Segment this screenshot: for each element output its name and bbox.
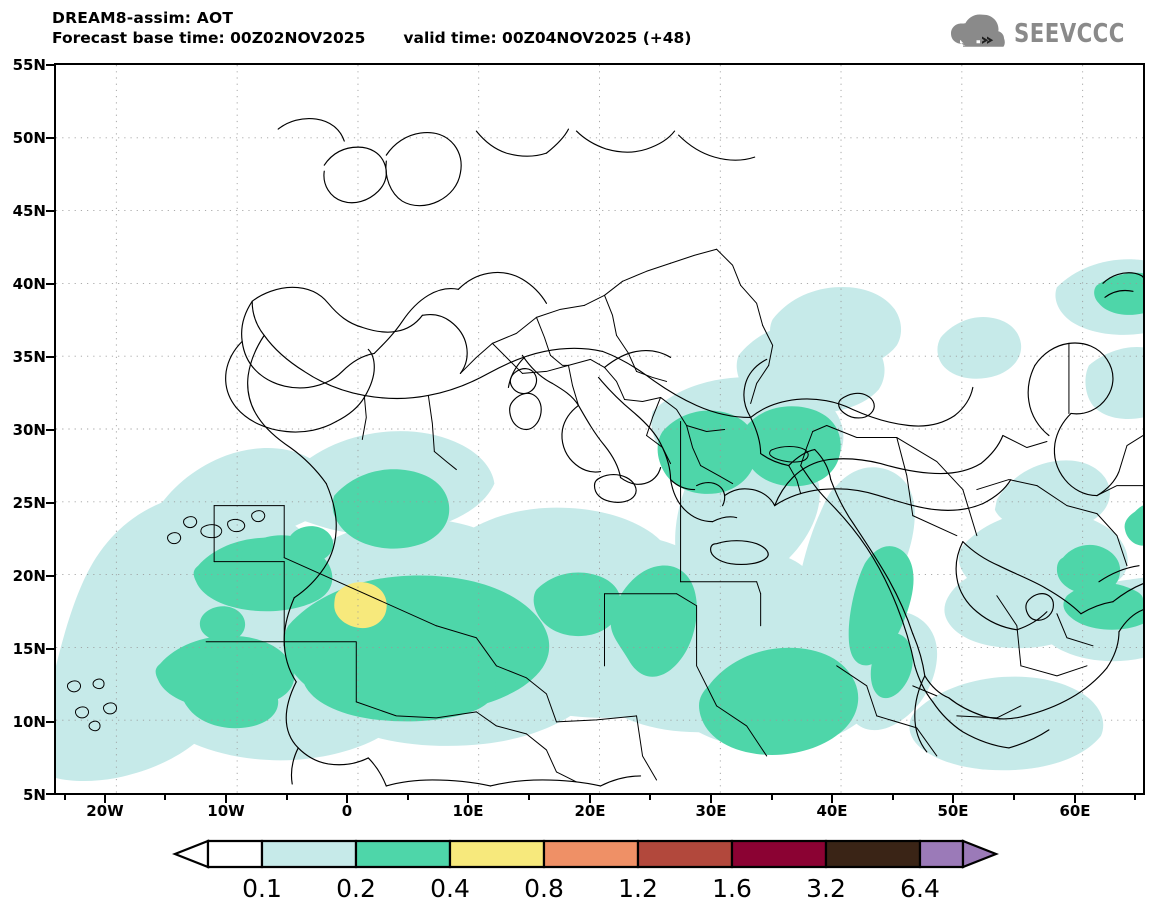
x-tick-mark: [589, 795, 591, 803]
x-tick-label-60E: 60E: [1059, 802, 1091, 820]
valid-time-label: valid time:: [403, 29, 503, 47]
y-tick-mark: [46, 721, 54, 723]
colorbar-tick-1.2: 1.2: [618, 874, 658, 903]
y-tick-mark: [46, 210, 54, 212]
y-tick-mark: [46, 356, 54, 358]
colorbar-under-arrow: [171, 839, 210, 869]
y-tick-mark: [46, 502, 54, 504]
y-tick-label-55N: 55N: [12, 56, 46, 74]
x-tick-mark: [467, 795, 469, 803]
header-title-line: DREAM8-assim: AOT: [52, 9, 234, 27]
colorbar-tick-6.4: 6.4: [900, 874, 940, 903]
y-tick-mark: [46, 283, 54, 285]
colorbar-over-arrow: [961, 839, 1000, 869]
colorbar-tick-1.6: 1.6: [712, 874, 752, 903]
map-plot-area: [54, 63, 1145, 795]
y-tick-label-45N: 45N: [12, 202, 46, 220]
colorbar: 0.1 0.2 0.4 0.8 1.2 1.6 3.2 6.4: [0, 836, 1165, 903]
y-tick-label-30N: 30N: [12, 421, 46, 439]
x-minor-tick: [649, 795, 651, 800]
x-minor-tick: [1013, 795, 1015, 800]
valid-time-value: 00Z04NOV2025: [502, 29, 638, 47]
x-minor-tick: [528, 795, 530, 800]
x-tick-mark: [225, 795, 227, 803]
x-tick-label-40E: 40E: [816, 802, 848, 820]
y-tick-label-50N: 50N: [12, 129, 46, 147]
x-tick-label-10W: 10W: [207, 802, 245, 820]
x-tick-label-50E: 50E: [937, 802, 969, 820]
seevccc-logo: SEEVCCC: [950, 14, 1149, 53]
colorbar-segment-3.2: [824, 839, 922, 869]
y-tick-label-20N: 20N: [12, 567, 46, 585]
y-tick-mark: [46, 575, 54, 577]
x-tick-mark: [1074, 795, 1076, 803]
x-tick-label-20E: 20E: [574, 802, 606, 820]
colorbar-swatches: [171, 839, 1000, 869]
lead-time: (+48): [642, 29, 692, 47]
colorbar-segment-0.8: [542, 839, 640, 869]
colorbar-tick-0.2: 0.2: [336, 874, 376, 903]
header-time-line: Forecast base time: 00Z02NOV2025 valid ti…: [52, 28, 952, 48]
y-tick-mark: [46, 64, 54, 66]
map-canvas: [56, 65, 1143, 793]
y-tick-label-15N: 15N: [12, 640, 46, 658]
cloud-arrow-icon: [950, 14, 1006, 53]
x-minor-tick: [407, 795, 409, 800]
x-tick-label-30E: 30E: [695, 802, 727, 820]
colorbar-segment-1.6: [730, 839, 828, 869]
y-tick-label-40N: 40N: [12, 275, 46, 293]
header: DREAM8-assim: AOT Forecast base time: 00…: [52, 8, 952, 48]
x-minor-tick: [286, 795, 288, 800]
colorbar-tick-0.8: 0.8: [524, 874, 564, 903]
colorbar-segment-1.2: [636, 839, 734, 869]
x-tick-mark: [710, 795, 712, 803]
x-minor-tick: [771, 795, 773, 800]
x-tick-mark: [831, 795, 833, 803]
colorbar-segment-white: [206, 839, 264, 869]
colorbar-segment-0.1: [260, 839, 358, 869]
y-tick-label-25N: 25N: [12, 494, 46, 512]
x-tick-label-20W: 20W: [86, 802, 124, 820]
logo-text: SEEVCCC: [1013, 18, 1125, 49]
x-minor-tick: [892, 795, 894, 800]
y-tick-label-10N: 10N: [12, 713, 46, 731]
forecast-base-time: 00Z02NOV2025: [230, 29, 366, 47]
y-tick-mark: [46, 429, 54, 431]
x-minor-tick: [64, 795, 66, 800]
x-minor-tick: [1134, 795, 1136, 800]
colorbar-segment-0.2: [354, 839, 452, 869]
y-tick-mark: [46, 648, 54, 650]
y-tick-mark: [46, 137, 54, 139]
colorbar-tick-3.2: 3.2: [806, 874, 846, 903]
x-tick-mark: [104, 795, 106, 803]
x-tick-label-0: 0: [341, 802, 353, 820]
colorbar-tick-0.1: 0.1: [242, 874, 282, 903]
forecast-base-label: Forecast base time:: [52, 29, 231, 47]
y-tick-label-5N: 5N: [23, 786, 46, 804]
x-tick-mark: [952, 795, 954, 803]
y-tick-mark: [46, 793, 54, 795]
x-tick-label-10E: 10E: [452, 802, 484, 820]
aot-level-0.4: [334, 582, 387, 629]
colorbar-segment-0.4: [448, 839, 546, 869]
map-coastlines: [67, 118, 1143, 787]
x-tick-mark: [346, 795, 348, 803]
y-tick-label-35N: 35N: [12, 348, 46, 366]
map-gridlines: [56, 65, 1143, 793]
colorbar-segment-6.4: [918, 839, 965, 869]
colorbar-tick-0.4: 0.4: [430, 874, 470, 903]
x-minor-tick: [164, 795, 166, 800]
